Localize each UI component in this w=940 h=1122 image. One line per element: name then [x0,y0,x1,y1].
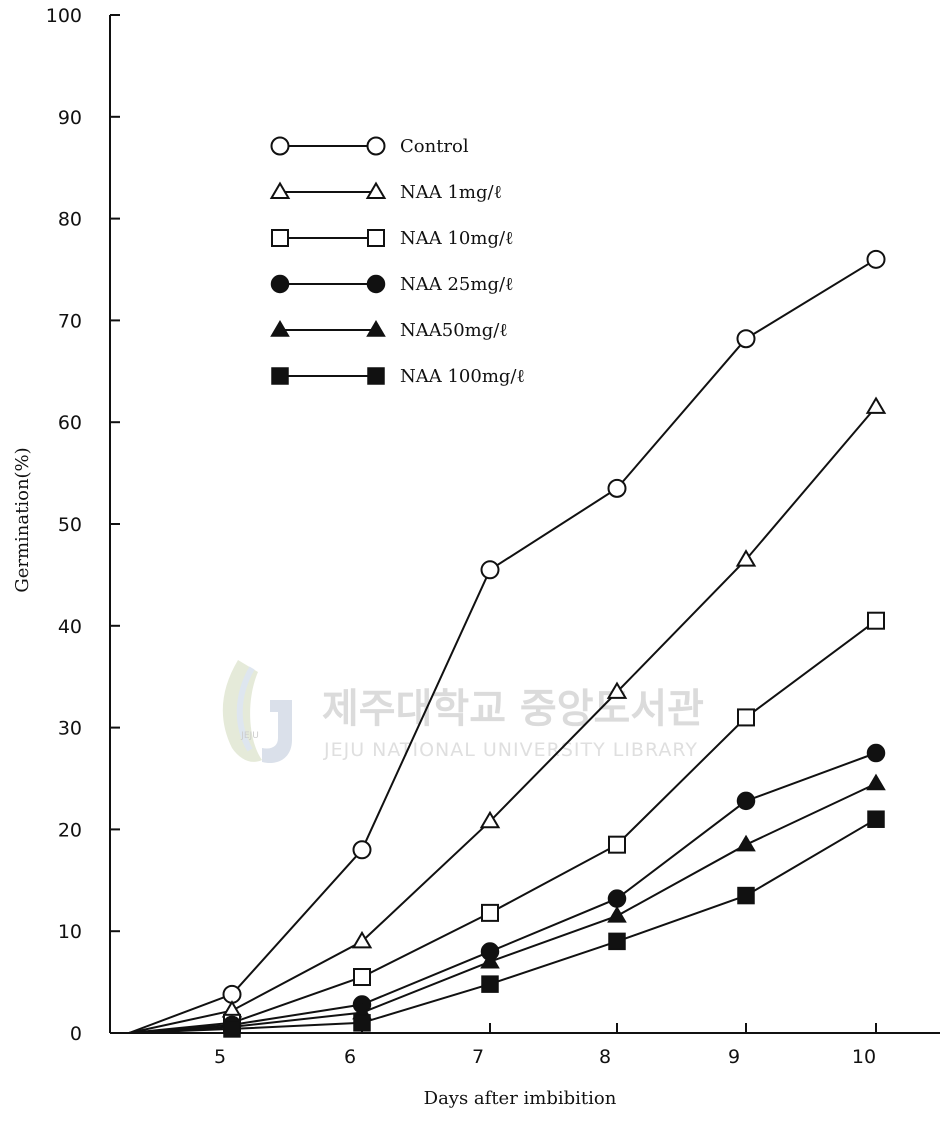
y-tick-label: 10 [58,921,82,943]
legend-marker [270,320,290,337]
legend-marker [367,367,385,385]
legend-marker [270,136,290,156]
data-point [737,708,755,727]
series-3 [128,743,886,1035]
data-point [865,396,887,414]
legend-marker [366,136,386,156]
watermark-english: JEJU NATIONAL UNIVERSITY LIBRARY [323,739,698,761]
series-line [128,752,877,1034]
library-watermark: JEJU 제주대학교 중앙도서관 JEJU NATIONAL UNIVERSIT… [222,660,704,764]
x-tick-label: 5 [214,1046,226,1068]
legend-label: NAA 1mg/ℓ [400,182,502,203]
legend-label: Control [400,136,469,157]
data-point [737,886,755,905]
y-tick-label: 50 [58,514,82,536]
data-point [479,810,501,829]
data-point [867,810,885,828]
y-tick-label: 60 [58,412,82,434]
x-tick-label: 7 [472,1046,484,1068]
legend-item: NAA50mg/ℓ [270,320,508,341]
data-point [606,681,628,699]
x-axis-label: Days after imbibition [424,1088,617,1109]
y-tick-label: 70 [58,310,82,332]
x-tick-label: 9 [728,1046,740,1068]
legend-marker [367,229,385,247]
y-tick-label: 20 [58,819,82,841]
data-point [351,930,373,949]
data-point [736,791,756,811]
data-point [735,549,757,567]
data-point [480,951,500,969]
series-5 [128,810,885,1038]
data-point [736,834,756,852]
legend-marker [366,320,386,337]
legend-item: NAA 1mg/ℓ [269,181,502,203]
data-point [481,975,499,993]
legend: Control NAA 1mg/ℓ NAA 10mg/ℓ NAA 25mg/ℓ NAA5… [269,136,525,387]
y-tick-label: 40 [58,616,82,638]
data-point [607,905,627,923]
legend-marker [269,181,291,199]
y-tick-label: 0 [70,1023,82,1045]
legend-label: NAA 25mg/ℓ [400,274,514,295]
legend-item: NAA 25mg/ℓ [270,274,514,295]
y-tick-label: 80 [58,209,82,231]
data-point [607,889,627,908]
legend-label: NAA50mg/ℓ [400,320,508,341]
series-1 [128,396,887,1034]
data-point [607,478,627,498]
data-point [608,932,626,951]
y-tick-label: 90 [58,107,82,129]
legend-marker [365,181,387,199]
data-point [608,835,626,854]
legend-marker [271,367,289,385]
watermark-korean: 제주대학교 중앙도서관 [322,686,704,732]
y-tick-label: 30 [58,718,82,740]
legend-label: NAA 10mg/ℓ [400,228,514,249]
x-tick-label: 8 [599,1046,611,1068]
data-point [481,903,499,922]
data-point [866,773,886,791]
data-point [866,249,886,269]
legend-marker [270,274,290,294]
data-point [223,1020,241,1038]
data-point [353,968,371,987]
legend-item: NAA 100mg/ℓ [271,366,525,387]
series-0 [128,249,886,1034]
data-point [867,611,885,630]
data-point [736,329,756,349]
legend-marker [271,229,289,247]
series-line [128,818,877,1034]
svg-text:JEJU: JEJU [240,731,259,741]
series-layer [128,249,887,1038]
y-axis-label: Germination(%) [12,447,33,592]
data-point [353,1014,371,1032]
data-point [480,560,500,580]
axes: 0 10 20 30 40 50 60 70 80 90 100 5 6 7 8 9 10 [46,5,940,1068]
y-tick-label: 100 [46,5,82,27]
legend-label: NAA 100mg/ℓ [400,366,525,387]
legend-item: Control [270,136,469,157]
legend-item: NAA 10mg/ℓ [271,228,514,249]
x-tick-label: 6 [344,1046,356,1068]
data-point [352,840,372,860]
x-tick-label: 10 [852,1046,876,1068]
legend-marker [366,274,386,294]
data-point [866,743,886,763]
